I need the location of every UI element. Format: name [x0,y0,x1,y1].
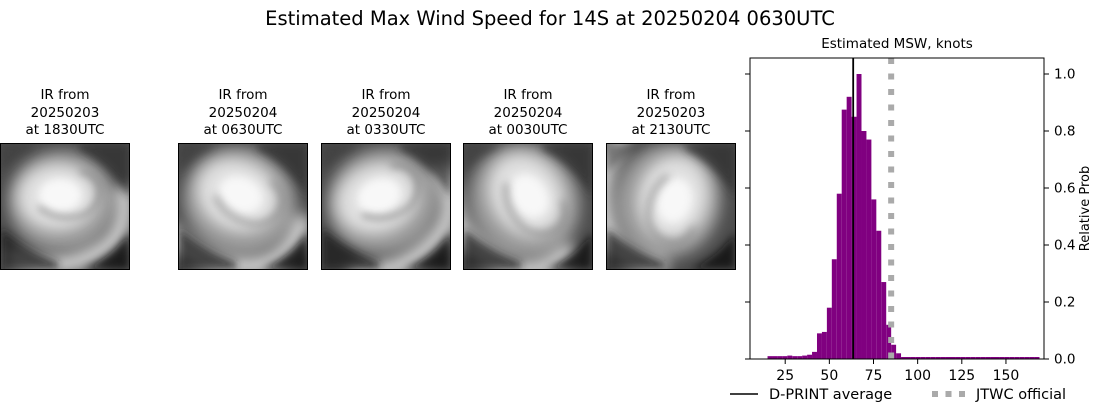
satellite-panel: IR from 20250203 at 2130UTC [606,87,736,270]
cyclone-swirl-graphic [607,144,735,269]
svg-text:0.0: 0.0 [1054,352,1075,368]
image-caption-line3: at 2130UTC [631,122,711,138]
svg-text:150: 150 [993,368,1020,384]
svg-text:75: 75 [865,368,883,384]
image-caption-line2: 20250204 [493,104,563,121]
cyclone-ir-image [321,143,451,270]
image-caption-line3: at 0330UTC [346,122,426,138]
image-caption-line1: IR from [646,87,696,103]
image-caption-line1: IR from [361,87,411,103]
cyclone-swirl-graphic [179,144,307,269]
image-caption: IR from 20250204 at 0030UTC [463,87,593,140]
satellite-panel: IR from 20250203 at 1830UTC [0,87,130,270]
svg-text:0.2: 0.2 [1054,295,1075,311]
satellite-panel: IR from 20250204 at 0330UTC [321,87,451,270]
image-caption: IR from 20250203 at 2130UTC [606,87,736,140]
cyclone-ir-image [463,143,593,270]
image-caption-line3: at 1830UTC [25,122,105,138]
image-caption-line2: 20250203 [30,104,100,121]
image-caption-line2: 20250203 [636,104,706,121]
cyclone-swirl-graphic [464,144,592,269]
image-caption-line1: IR from [40,87,90,103]
cyclone-swirl-graphic [1,144,129,269]
image-caption-line2: 20250204 [351,104,421,121]
svg-text:Relative Prob: Relative Prob [1078,166,1093,251]
svg-text:0.6: 0.6 [1054,181,1075,197]
image-caption-line2: 20250204 [208,104,278,121]
image-caption: IR from 20250203 at 1830UTC [0,87,130,140]
image-caption-line3: at 0030UTC [488,122,568,138]
image-caption: IR from 20250204 at 0630UTC [178,87,308,140]
svg-text:Estimated MSW, knots: Estimated MSW, knots [821,36,973,52]
image-caption-line3: at 0630UTC [203,122,283,138]
image-caption-line1: IR from [503,87,553,103]
cyclone-ir-image [606,143,736,270]
svg-text:50: 50 [820,368,838,384]
cyclone-ir-image [0,143,130,270]
cyclone-swirl-graphic [322,144,450,269]
svg-text:25: 25 [776,368,794,384]
svg-text:JTWC official: JTWC official [975,387,1066,403]
svg-text:D-PRINT average: D-PRINT average [769,387,892,403]
cyclone-ir-image [178,143,308,270]
svg-text:125: 125 [948,368,975,384]
msw-histogram: 25 50 75 100 125 150 0.0 0.2 0.4 0.6 0.8 1.0 Estimat… [730,36,1093,403]
satellite-panel: IR from 20250204 at 0630UTC [178,87,308,270]
image-caption: IR from 20250204 at 0330UTC [321,87,451,140]
svg-text:0.4: 0.4 [1054,238,1075,254]
page-title: Estimated Max Wind Speed for 14S at 2025… [265,7,835,30]
svg-text:1.0: 1.0 [1054,67,1075,83]
image-caption-line1: IR from [218,87,268,103]
satellite-panel: IR from 20250204 at 0030UTC [463,87,593,270]
svg-text:0.8: 0.8 [1054,124,1075,140]
svg-text:100: 100 [904,368,931,384]
